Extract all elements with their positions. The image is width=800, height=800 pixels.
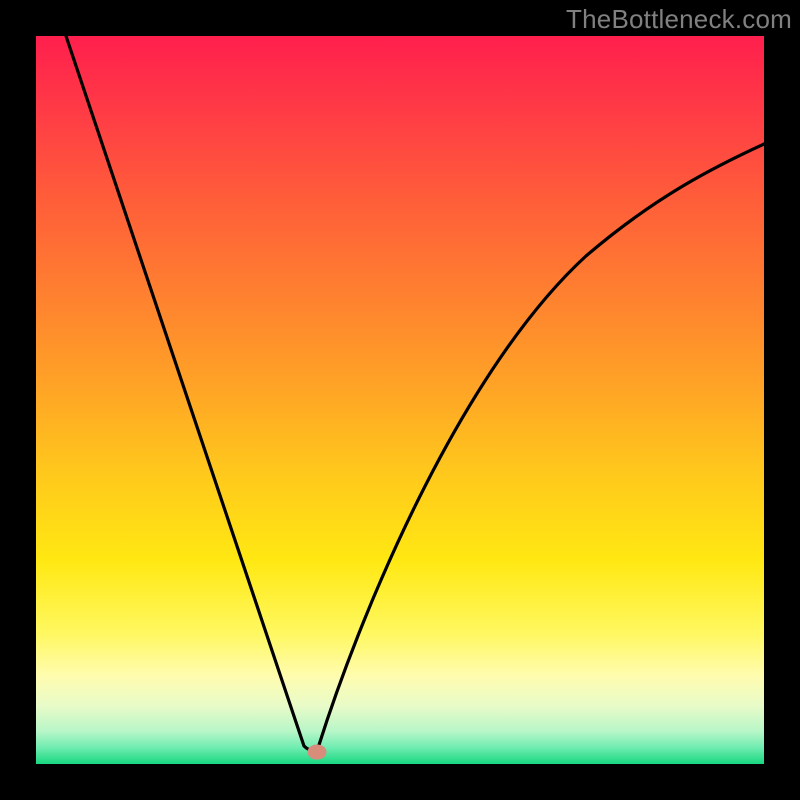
watermark-text: TheBottleneck.com (566, 4, 792, 35)
plot-area (36, 36, 764, 764)
minimum-marker-dot (36, 36, 764, 764)
